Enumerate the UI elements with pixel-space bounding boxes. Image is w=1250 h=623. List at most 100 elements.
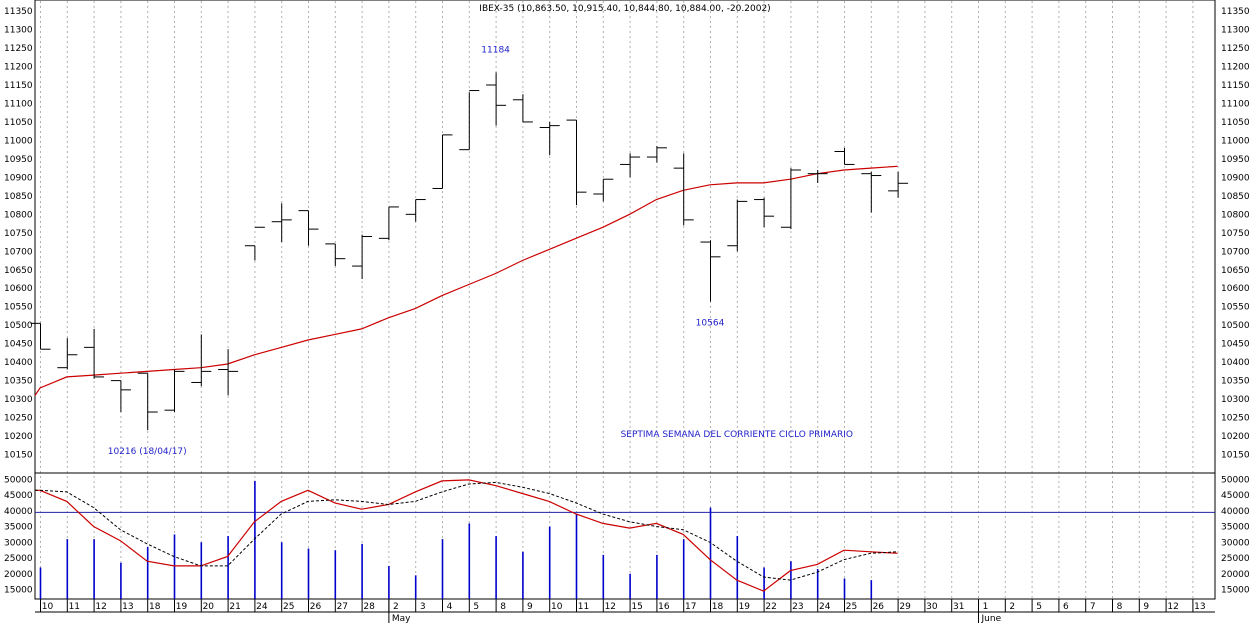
date-tick-label: 6 [1063, 602, 1069, 612]
month-label: May [392, 614, 411, 623]
ohlc-bar [700, 240, 721, 302]
price-tick-label-left: 10700 [4, 247, 33, 257]
price-tick-label-left: 10950 [4, 155, 33, 165]
date-tick-label: 9 [1143, 602, 1149, 612]
price-tick-label-left: 11050 [4, 118, 33, 128]
volume-axis-right: 15000 20000 25000 30000 35000 40000 45000 50000 [1221, 475, 1250, 595]
ohlc-bar [405, 199, 426, 222]
date-tick-label: 4 [447, 602, 453, 612]
price-tick-label-right: 10450 [1221, 340, 1250, 350]
price-tick-label-left: 10750 [4, 229, 33, 239]
date-tick-label: 17 [685, 602, 696, 612]
price-tick-label-left: 11100 [4, 99, 33, 109]
ohlc-bar [459, 90, 480, 151]
price-annotation: 11184 [481, 45, 510, 55]
date-tick-label: 18 [712, 602, 724, 612]
date-tick-label: 16 [658, 602, 670, 612]
price-tick-label-left: 10600 [4, 284, 33, 294]
volume-tick-label-right: 15000 [1221, 586, 1250, 596]
price-tick-label-right: 11200 [1221, 63, 1250, 73]
ohlc-bar [271, 203, 292, 243]
date-tick-label: 31 [953, 602, 964, 612]
ohlc-bar [352, 234, 373, 279]
volume-tick-label-left: 15000 [4, 586, 33, 596]
ohlc-bar [298, 210, 319, 246]
price-tick-label-left: 10500 [4, 321, 33, 331]
price-tick-label-right: 10400 [1221, 358, 1250, 368]
price-tick-label-right: 10650 [1221, 266, 1250, 276]
price-tick-label-left: 10350 [4, 377, 33, 387]
ohlc-bar [164, 369, 185, 413]
ohlc-bar [378, 206, 399, 241]
date-tick-label: 12 [95, 602, 106, 612]
ohlc-bar [191, 334, 212, 387]
volume-tick-label-right: 50000 [1221, 475, 1250, 485]
ohlc-bar [861, 171, 882, 213]
price-annotation: 10216 (18/04/17) [108, 447, 187, 457]
ohlc-bar [646, 145, 667, 163]
price-tick-label-right: 10850 [1221, 192, 1250, 202]
volume-tick-label-left: 25000 [4, 554, 33, 564]
price-tick-label-left: 10850 [4, 192, 33, 202]
date-tick-label: 24 [256, 602, 268, 612]
oscillator-line [35, 479, 898, 592]
date-axis: 10 11 12 13 18 19 20 21 24 25 26 27 28 2 3 4 5 8 9 10 11 12 15… [40, 599, 1206, 623]
price-tick-label-right: 10250 [1221, 414, 1250, 424]
ohlc-bar [30, 322, 51, 350]
date-tick-label: 29 [899, 602, 911, 612]
ohlc-bar [84, 328, 105, 379]
price-tick-label-right: 10150 [1221, 451, 1250, 461]
ohlc-bar [486, 72, 507, 126]
date-tick-label: 18 [149, 602, 161, 612]
ohlc-bar [110, 380, 131, 413]
volume-tick-label-left: 45000 [4, 491, 33, 501]
volume-tick-label-left: 20000 [4, 570, 33, 580]
price-tick-label-left: 11350 [4, 7, 33, 17]
ohlc-bar [593, 178, 614, 202]
price-tick-label-right: 10950 [1221, 155, 1250, 165]
volume-tick-label-right: 35000 [1221, 523, 1250, 533]
price-tick-label-right: 10700 [1221, 247, 1250, 257]
price-tick-label-left: 11300 [4, 26, 33, 36]
date-tick-label: 10 [42, 602, 54, 612]
ohlc-bar [218, 349, 239, 396]
moving-average [34, 165, 898, 396]
volume-tick-label-left: 30000 [4, 538, 33, 548]
price-tick-label-right: 10750 [1221, 229, 1250, 239]
price-annotation: SEPTIMA SEMANA DEL CORRIENTE CICLO PRIMA… [621, 430, 853, 440]
volume-tick-label-left: 50000 [4, 475, 33, 485]
date-tick-label: 3 [420, 602, 426, 612]
volume-tick-label-right: 20000 [1221, 570, 1250, 580]
price-tick-label-left: 10400 [4, 358, 33, 368]
ohlc-bar [754, 197, 775, 228]
date-tick-label: 8 [500, 602, 506, 612]
ohlc-bar [57, 338, 78, 370]
price-tick-label-right: 11250 [1221, 44, 1250, 54]
date-tick-label: 13 [1194, 602, 1205, 612]
ohlc-bar [244, 226, 265, 261]
date-tick-label: 8 [1117, 602, 1123, 612]
month-label: June [981, 614, 1002, 623]
date-tick-label: 28 [363, 602, 375, 612]
date-tick-label: 10 [551, 602, 563, 612]
ohlc-bar [727, 199, 748, 252]
ohlc-bar [137, 372, 158, 431]
price-tick-label-left: 11000 [4, 136, 33, 146]
date-tick-label: 5 [473, 602, 479, 612]
date-tick-label: 30 [926, 602, 938, 612]
date-tick-label: 27 [337, 602, 348, 612]
price-axis-left: 10150 10200 10250 10300 10350 10400 10450 10500… [4, 7, 33, 460]
price-tick-label-left: 10300 [4, 395, 33, 405]
chart-title: IBEX-35 (10,863.50, 10,915.40, 10,844.80… [479, 4, 770, 14]
price-tick-label-right: 11050 [1221, 118, 1250, 128]
date-tick-label: 5 [1036, 602, 1042, 612]
price-tick-label-left: 10150 [4, 451, 33, 461]
ohlc-bar [673, 153, 694, 226]
ohlc-bar [780, 168, 801, 230]
price-tick-label-left: 10550 [4, 303, 33, 313]
date-tick-label: 1 [983, 602, 989, 612]
price-annotation: 10564 [696, 319, 725, 329]
price-tick-label-right: 10600 [1221, 284, 1250, 294]
